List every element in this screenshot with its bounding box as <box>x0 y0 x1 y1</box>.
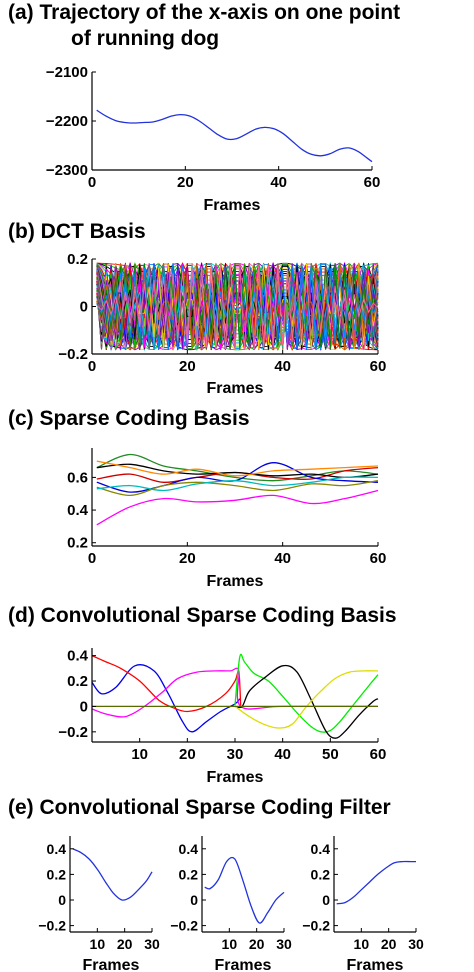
y-tick-label: 0 <box>80 299 88 316</box>
x-tick-label: 0 <box>88 550 96 567</box>
y-tick-label: 0.4 <box>67 648 89 665</box>
series-line <box>234 670 379 729</box>
y-tick-label: 0 <box>58 892 66 908</box>
y-tick-label: −0.2 <box>58 724 88 741</box>
chart-d-conv-sparse-coding-basis: 10 20 30 40 50 60 0.4 0.2 0 −0.2 Frames <box>58 648 386 786</box>
chart-c-sparse-coding-basis: 0 20 40 60 0.6 0.4 0.2 Frames <box>67 448 386 590</box>
series-line <box>234 653 379 733</box>
x-tick-label: 40 <box>274 358 291 375</box>
x-tick-label: 40 <box>274 746 291 763</box>
panel-a-title-line1: (a) Trajectory of the x-axis on one poin… <box>8 1 400 24</box>
chart-a-trajectory: 0 20 40 60 −2100 −2200 −2300 Frames <box>46 64 380 214</box>
y-tick-label: −2100 <box>46 64 88 81</box>
y-tick-label: −0.2 <box>302 918 330 934</box>
series-line <box>96 463 379 479</box>
x-tick-label: 20 <box>249 936 265 952</box>
panel-b-title: (b) DCT Basis <box>8 220 146 243</box>
x-axis-label: Frames <box>347 957 404 972</box>
series-line <box>204 856 285 924</box>
y-tick-label: 0.2 <box>67 535 88 552</box>
x-tick-label: 10 <box>90 936 106 952</box>
y-tick-label: 0.2 <box>47 866 67 882</box>
chart-e1-filter: 10 20 30 0.4 0.2 0 −0.2 Frames <box>38 836 160 972</box>
x-tick-label: 20 <box>117 936 133 952</box>
y-tick-label: 0.4 <box>179 841 199 857</box>
series-line <box>96 460 379 477</box>
x-tick-label: 0 <box>88 174 96 191</box>
y-tick-label: −0.2 <box>170 918 198 934</box>
x-tick-label: 30 <box>276 936 292 952</box>
x-tick-label: 60 <box>370 746 387 763</box>
series-line <box>72 848 153 901</box>
y-tick-label: 0.6 <box>67 469 88 486</box>
y-tick-label: 0.2 <box>67 673 88 690</box>
x-tick-label: 60 <box>364 174 381 191</box>
series-line <box>91 664 241 733</box>
x-tick-label: 60 <box>370 550 387 567</box>
series-line <box>96 453 379 482</box>
series-line <box>96 109 373 163</box>
x-tick-label: 30 <box>144 936 160 952</box>
chart-e3-filter: 10 20 30 0.4 0.2 0 −0.2 Frames <box>302 836 424 972</box>
x-tick-label: 10 <box>131 746 148 763</box>
x-tick-label: 20 <box>179 358 196 375</box>
x-tick-label: 30 <box>408 936 424 952</box>
x-tick-label: 30 <box>227 746 244 763</box>
y-tick-label: 0.2 <box>179 866 199 882</box>
panel-c-title: (c) Sparse Coding Basis <box>8 407 250 430</box>
x-axis-label: Frames <box>207 769 264 786</box>
y-tick-label: −0.2 <box>58 346 88 363</box>
x-axis-label: Frames <box>215 957 272 972</box>
y-tick-label: 0 <box>80 698 88 715</box>
series-line <box>96 480 379 497</box>
y-tick-label: 0 <box>190 892 198 908</box>
series-line <box>91 655 242 713</box>
x-axis-label: Frames <box>204 197 261 214</box>
x-tick-label: 20 <box>179 550 196 567</box>
series-line <box>96 489 379 526</box>
x-tick-label: 20 <box>381 936 397 952</box>
series-line <box>336 860 416 905</box>
y-tick-label: −0.2 <box>38 918 66 934</box>
x-axis-label: Frames <box>207 380 264 397</box>
series-line <box>91 667 378 718</box>
x-tick-label: 40 <box>274 550 291 567</box>
x-tick-label: 20 <box>179 746 196 763</box>
x-tick-label: 50 <box>322 746 339 763</box>
y-tick-label: 0.2 <box>67 251 88 268</box>
y-tick-label: 0.4 <box>311 841 331 857</box>
dct-basis-line <box>96 263 379 350</box>
dct-basis-line <box>96 263 379 350</box>
panel-d-title: (d) Convolutional Sparse Coding Basis <box>8 604 397 627</box>
x-axis-label: Frames <box>207 573 264 590</box>
x-tick-label: 10 <box>222 936 238 952</box>
panel-a-title-line2: of running dog <box>71 27 219 50</box>
y-tick-label: 0.4 <box>47 841 67 857</box>
x-tick-label: 20 <box>177 174 194 191</box>
y-tick-label: 0.2 <box>311 866 331 882</box>
panel-e-title: (e) Convolutional Sparse Coding Filter <box>8 796 391 819</box>
x-tick-label: 40 <box>270 174 287 191</box>
x-tick-label: 0 <box>88 358 96 375</box>
x-tick-label: 60 <box>370 358 387 375</box>
y-tick-label: −2200 <box>46 113 88 130</box>
series-line <box>96 476 379 492</box>
y-tick-label: −2300 <box>46 162 88 179</box>
x-tick-label: 10 <box>354 936 370 952</box>
y-tick-label: 0.4 <box>67 502 89 519</box>
y-tick-label: 0 <box>322 892 330 908</box>
x-axis-label: Frames <box>83 957 140 972</box>
chart-e2-filter: 10 20 30 0.4 0.2 0 −0.2 Frames <box>170 836 292 972</box>
